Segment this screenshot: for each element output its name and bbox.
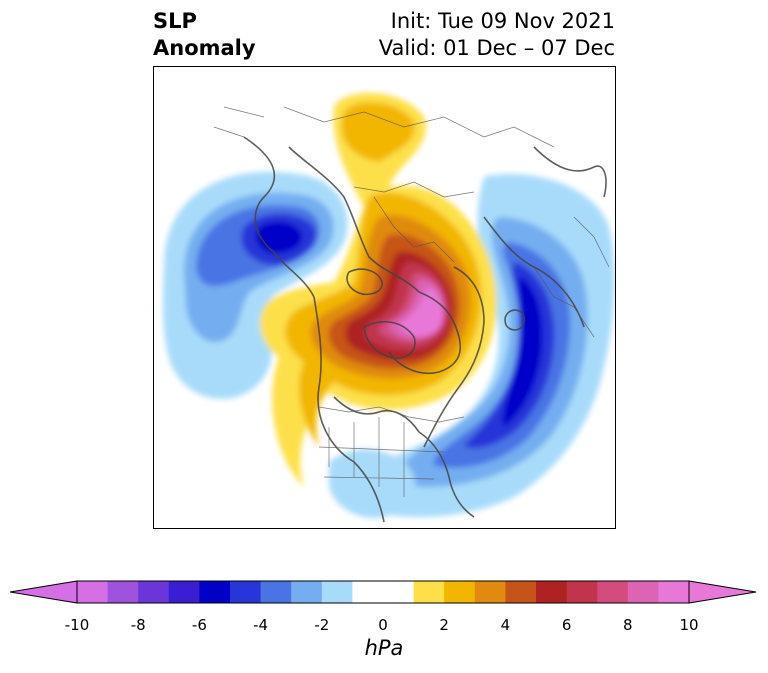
colorbar-bin bbox=[505, 581, 537, 603]
colorbar-bin bbox=[260, 581, 292, 603]
colorbar-bin bbox=[566, 581, 598, 603]
colorbar-bin bbox=[597, 581, 629, 603]
colorbar-bin bbox=[321, 581, 353, 603]
colorbar-bin bbox=[138, 581, 170, 603]
valid-range: Valid: 01 Dec – 07 Dec bbox=[378, 36, 615, 60]
title-field: Anomaly bbox=[153, 36, 256, 60]
colorbar-tick-label: -2 bbox=[314, 616, 330, 634]
borders-layer bbox=[213, 106, 610, 497]
colorbar-tick-label: 10 bbox=[679, 616, 699, 634]
colorbar-over-arrow bbox=[688, 580, 757, 604]
colorbar-tick-label: -6 bbox=[191, 616, 207, 634]
map-subtitle: Init: Tue 09 Nov 2021 Valid: 01 Dec – 07… bbox=[379, 8, 615, 62]
colorbar-under-arrow bbox=[10, 580, 78, 604]
init-date: Init: Tue 09 Nov 2021 bbox=[390, 9, 615, 33]
colorbar-bin bbox=[77, 581, 109, 603]
colorbar-bin bbox=[291, 581, 323, 603]
anomaly-fill-layer bbox=[162, 93, 615, 518]
colorbar-tick-label: 4 bbox=[500, 616, 511, 634]
title-variable: SLP bbox=[153, 9, 197, 33]
colorbar-bin bbox=[536, 581, 568, 603]
colorbar-outline bbox=[76, 580, 690, 604]
colorbar-bin bbox=[474, 581, 506, 603]
colorbar-bin bbox=[413, 581, 445, 603]
low-atlantic-contours bbox=[351, 174, 615, 517]
colorbar-bin bbox=[107, 581, 139, 603]
colorbar-bin bbox=[230, 581, 262, 603]
colorbar-bin bbox=[352, 581, 415, 603]
colorbar-bin bbox=[627, 581, 659, 603]
colorbar-bin bbox=[444, 581, 476, 603]
colorbar-tick-label: -8 bbox=[130, 616, 146, 634]
colorbar-bin bbox=[168, 581, 200, 603]
colorbar-unit-label: hPa bbox=[364, 636, 404, 660]
coastlines-layer bbox=[243, 136, 607, 523]
colorbar bbox=[10, 580, 757, 604]
colorbar-tick-label: 8 bbox=[623, 616, 633, 634]
colorbar-bin bbox=[199, 581, 231, 603]
colorbar-bin bbox=[658, 581, 690, 603]
map-canvas bbox=[162, 93, 615, 523]
low-us-contour bbox=[329, 449, 415, 518]
colorbar-tick-label: -10 bbox=[64, 616, 90, 634]
colorbar-tick-label: 0 bbox=[378, 616, 388, 634]
colorbar-tick-label: 2 bbox=[439, 616, 449, 634]
low-alaska-contours bbox=[162, 171, 348, 399]
map-title: SLP Anomaly bbox=[153, 8, 256, 62]
colorbar-tick-label: -4 bbox=[253, 616, 269, 634]
anomaly-map bbox=[153, 66, 616, 529]
colorbar-tick-label: 6 bbox=[561, 616, 572, 634]
